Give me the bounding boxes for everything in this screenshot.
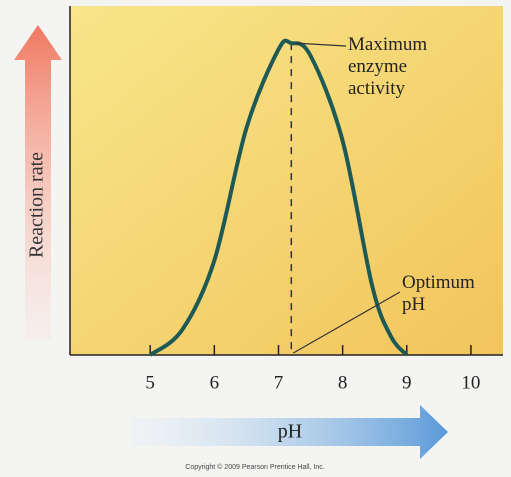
x-tick-label: 5: [145, 372, 155, 393]
x-tick-label: 7: [274, 372, 284, 393]
y-arrow: [14, 25, 62, 340]
annotation-optimum: Optimum pH: [402, 272, 475, 315]
leader-max: [295, 42, 347, 47]
x-tick-label: 9: [402, 372, 412, 393]
leader-optimum: [293, 291, 401, 354]
curve: [148, 38, 409, 357]
x-axis-label: pH: [278, 421, 302, 443]
x-arrow: [130, 405, 448, 459]
plot-area: [70, 6, 503, 355]
x-tick-label: 10: [461, 372, 480, 393]
annotation-max: Maximum enzyme activity: [348, 34, 428, 99]
x-tick-label: 8: [338, 372, 348, 393]
copyright: Copyright © 2009 Pearson Prentice Hall, …: [185, 463, 324, 471]
y-axis-label: Reaction rate: [26, 152, 48, 258]
x-tick-label: 6: [210, 372, 220, 393]
